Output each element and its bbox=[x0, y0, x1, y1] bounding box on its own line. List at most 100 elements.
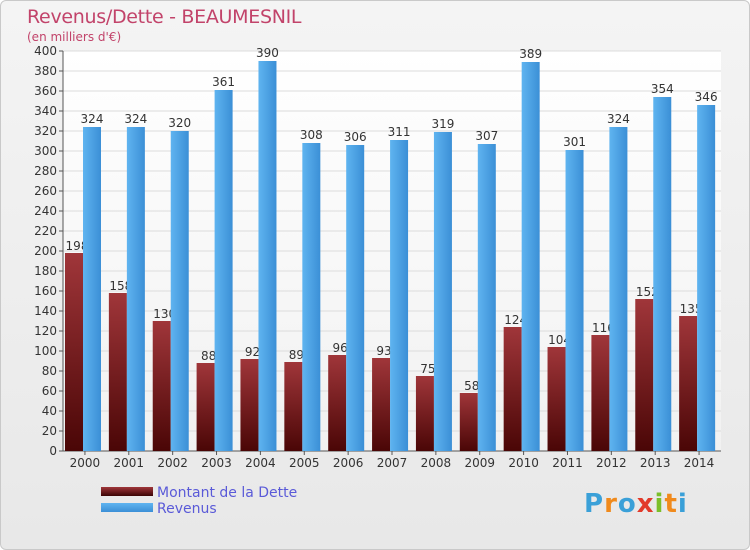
bar-revenus bbox=[609, 127, 628, 451]
data-label-revenus: 306 bbox=[344, 130, 367, 144]
bar-revenus bbox=[302, 143, 321, 451]
data-label-revenus: 308 bbox=[300, 128, 323, 142]
y-tick-label: 340 bbox=[34, 104, 57, 118]
data-label-revenus: 307 bbox=[475, 129, 498, 143]
y-tick-label: 240 bbox=[34, 204, 57, 218]
y-tick-label: 100 bbox=[34, 344, 57, 358]
data-label-revenus: 324 bbox=[124, 112, 147, 126]
x-tick-label: 2005 bbox=[289, 456, 320, 470]
legend-swatch-revenus bbox=[101, 503, 153, 512]
y-tick-label: 120 bbox=[34, 324, 57, 338]
y-tick-label: 360 bbox=[34, 84, 57, 98]
y-tick-label: 160 bbox=[34, 284, 57, 298]
y-tick-label: 200 bbox=[34, 244, 57, 258]
bar-dette bbox=[152, 321, 171, 451]
bar-dette bbox=[459, 393, 478, 451]
y-tick-label: 80 bbox=[42, 364, 57, 378]
bar-dette bbox=[240, 359, 259, 451]
y-tick-label: 260 bbox=[34, 184, 57, 198]
bar-revenus bbox=[565, 150, 584, 451]
logo-letter: o bbox=[617, 489, 637, 519]
bar-revenus bbox=[390, 140, 409, 451]
bar-dette bbox=[679, 316, 698, 451]
bar-dette bbox=[591, 335, 610, 451]
data-label-revenus: 324 bbox=[81, 112, 104, 126]
x-tick-label: 2003 bbox=[201, 456, 232, 470]
data-label-dette: 93 bbox=[376, 344, 391, 358]
bar-dette bbox=[108, 293, 127, 451]
y-tick-label: 20 bbox=[42, 424, 57, 438]
data-label-dette: 198 bbox=[66, 239, 89, 253]
data-label-dette: 96 bbox=[333, 341, 348, 355]
bar-revenus bbox=[477, 144, 496, 451]
data-label-revenus: 390 bbox=[256, 46, 279, 60]
data-label-revenus: 389 bbox=[519, 47, 542, 61]
data-label-dette: 75 bbox=[420, 362, 435, 376]
bar-dette bbox=[503, 327, 522, 451]
data-label-dette: 58 bbox=[464, 379, 479, 393]
x-tick-label: 2009 bbox=[464, 456, 495, 470]
x-tick-label: 2001 bbox=[114, 456, 145, 470]
logo-letter: i bbox=[677, 489, 688, 519]
bar-dette bbox=[65, 253, 83, 451]
y-tick-label: 40 bbox=[42, 404, 57, 418]
legend-label-revenus: Revenus bbox=[157, 501, 217, 517]
logo-letter: x bbox=[636, 489, 655, 519]
bar-dette bbox=[635, 299, 654, 451]
bar-revenus bbox=[214, 90, 233, 451]
data-label-revenus: 319 bbox=[431, 117, 454, 131]
y-tick-label: 280 bbox=[34, 164, 57, 178]
bar-dette bbox=[196, 363, 215, 451]
logo-letter: r bbox=[604, 489, 618, 519]
data-label-revenus: 320 bbox=[168, 116, 191, 130]
data-label-revenus: 361 bbox=[212, 75, 235, 89]
data-label-revenus: 324 bbox=[607, 112, 630, 126]
data-label-dette: 135 bbox=[680, 302, 703, 316]
bar-dette bbox=[328, 355, 347, 451]
bar-revenus bbox=[258, 61, 277, 451]
x-tick-label: 2000 bbox=[70, 456, 101, 470]
y-tick-label: 300 bbox=[34, 144, 57, 158]
data-label-revenus: 346 bbox=[695, 90, 718, 104]
data-label-dette: 92 bbox=[245, 345, 260, 359]
x-tick-label: 2010 bbox=[508, 456, 539, 470]
y-tick-label: 400 bbox=[34, 44, 57, 58]
data-label-dette: 158 bbox=[109, 279, 132, 293]
logo-letter: P bbox=[584, 489, 605, 519]
x-tick-label: 2014 bbox=[684, 456, 715, 470]
bar-revenus bbox=[521, 62, 540, 451]
y-tick-label: 0 bbox=[49, 444, 57, 458]
data-label-dette: 152 bbox=[636, 285, 659, 299]
legend-swatch-dette bbox=[101, 487, 153, 496]
data-label-dette: 116 bbox=[592, 321, 615, 335]
x-tick-label: 2006 bbox=[333, 456, 364, 470]
bar-dette bbox=[547, 347, 566, 451]
logo-letter: t bbox=[664, 489, 678, 519]
y-tick-label: 320 bbox=[34, 124, 57, 138]
data-label-dette: 124 bbox=[504, 313, 527, 327]
data-label-revenus: 301 bbox=[563, 135, 586, 149]
x-tick-label: 2007 bbox=[377, 456, 408, 470]
bar-revenus bbox=[346, 145, 365, 451]
x-tick-label: 2004 bbox=[245, 456, 276, 470]
bar-revenus bbox=[170, 131, 189, 451]
x-tick-label: 2002 bbox=[157, 456, 188, 470]
y-tick-label: 220 bbox=[34, 224, 57, 238]
y-tick-label: 380 bbox=[34, 64, 57, 78]
bar-revenus bbox=[83, 127, 101, 451]
data-label-dette: 130 bbox=[153, 307, 176, 321]
bar-revenus bbox=[126, 127, 145, 451]
logo-letter: i bbox=[654, 489, 665, 519]
chart-title: Revenus/Dette - BEAUMESNIL bbox=[27, 6, 302, 28]
bar-revenus bbox=[433, 132, 452, 451]
x-tick-label: 2013 bbox=[640, 456, 671, 470]
data-label-revenus: 311 bbox=[388, 125, 411, 139]
bar-dette bbox=[415, 376, 434, 451]
data-label-dette: 89 bbox=[289, 348, 304, 362]
x-tick-label: 2008 bbox=[421, 456, 452, 470]
bar-revenus bbox=[697, 105, 716, 451]
proxiti-logo: Proxiti bbox=[584, 489, 688, 519]
data-label-dette: 88 bbox=[201, 349, 216, 363]
